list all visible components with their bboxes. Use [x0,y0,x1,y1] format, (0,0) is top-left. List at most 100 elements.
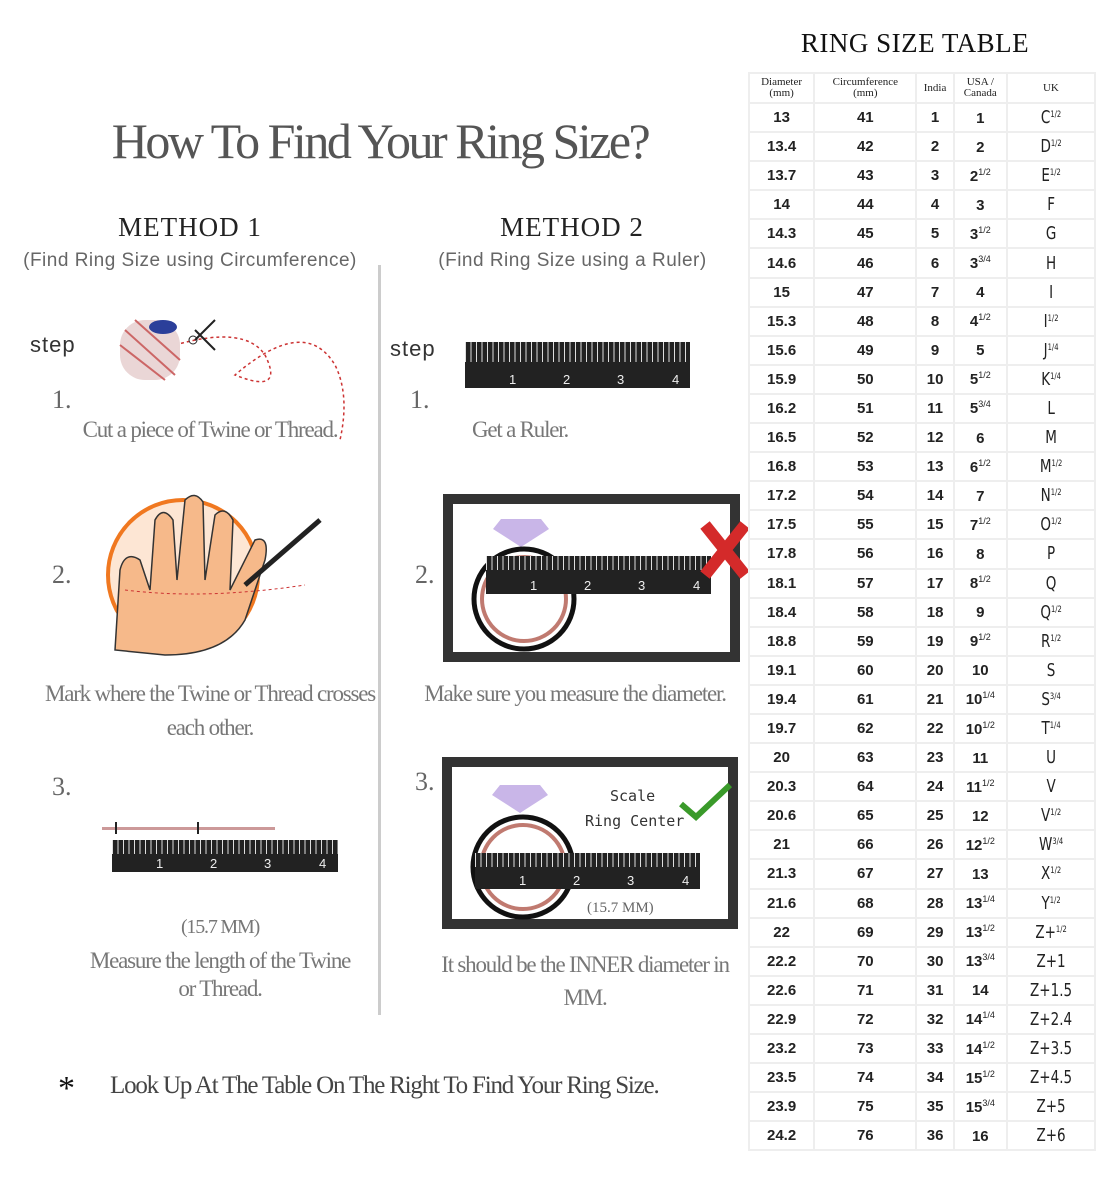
table-cell: 15.9 [747,363,816,395]
table-cell: 74 [813,1062,918,1094]
value: 73 [856,1040,874,1058]
header-line: USA / [966,76,994,88]
table-cell: 44 [813,189,918,221]
table-cell: 51/2 [952,363,1008,395]
value: 41 [856,109,874,127]
value: 23.9 [766,1098,797,1116]
table-cell: 72 [813,1003,918,1036]
value: 25 [926,807,944,825]
table-cell: 151/2 [952,1062,1008,1094]
value: Q [1040,601,1051,623]
table-cell: 153/4 [952,1091,1008,1123]
value: 60 [856,661,874,679]
table-cell: X1/2 [1017,858,1085,890]
fraction: 1/2 [978,457,991,468]
table-row: 22.6 71 31 14 Z+1.5 [747,974,1095,1006]
ruler-number: 1 [509,372,517,387]
value: 4 [969,313,979,331]
value: 14 [965,1011,983,1029]
table-cell: 18.8 [747,625,816,657]
value: 13 [773,109,790,127]
table-row: 16.8 53 13 61/2 M1/2 [747,451,1095,483]
m2-step1-number: 1. [410,385,430,414]
table-cell: R1/2 [1017,625,1085,657]
table-cell: 8 [915,305,955,337]
m1-step1-caption: Cut a piece of Twine or Thread. [82,417,339,442]
table-cell: 50 [813,363,918,395]
table-cell: 9 [952,596,1008,628]
table-cell: 18 [915,596,955,628]
table-cell: 19.4 [747,683,816,715]
table-cell: 9 [915,334,955,366]
fraction: 3/4 [982,952,995,963]
value: 68 [856,894,874,912]
table-row: 19.4 61 21 101/4 S3/4 [747,683,1095,715]
table-cell: 14 [915,480,955,512]
ruler: 1 2 3 4 [486,556,711,594]
table-cell: 21 [915,683,955,715]
fraction: 1/2 [1050,139,1062,150]
value: 12 [971,807,989,825]
value: 76 [856,1127,874,1145]
ruler-number: 2 [563,372,571,387]
table-cell: Z+1/2 [1017,916,1085,948]
ruler-number: 3 [264,856,272,871]
table-cell: 71 [813,974,918,1006]
value: 10 [926,370,944,388]
table-cell: 75 [813,1091,918,1123]
value: X [1040,863,1051,885]
value: P [1046,543,1055,565]
table-cell: 26 [915,829,955,861]
table-cell: 10 [915,363,955,395]
value: 71 [856,981,874,999]
m1-measurement: (15.7 MM) [180,916,260,938]
value: 14 [926,487,944,505]
table-row: 18.8 59 19 91/2 R1/2 [747,625,1095,657]
table-cell: 69 [813,916,918,948]
value: 18 [926,603,944,621]
inner-diameter-frame: Scale Ring Center 1 2 3 4 (15.7 MM) [442,757,738,929]
table-cell: H [1017,247,1085,279]
value: 22.6 [766,981,797,999]
table-cell: 60 [813,654,918,686]
value: Z+ [1035,921,1056,943]
fraction: 1/2 [1049,895,1061,906]
value: 17.5 [766,516,797,534]
asterisk-icon: * [58,1070,75,1107]
ruler-number: 2 [573,873,581,888]
value: V [1040,805,1051,827]
table-cell: 23.5 [747,1062,816,1094]
table-cell: 34 [915,1062,955,1094]
value: 15 [965,1098,983,1116]
table-cell: Z+3.5 [1017,1032,1085,1065]
table-cell: 18.4 [747,596,816,628]
table-row: 21.6 68 28 131/4 Y1/2 [747,887,1095,919]
fraction: 1/4 [982,690,995,701]
table-row: 14 44 4 3 F [747,189,1095,221]
table-row: 16.5 52 12 6 M [747,422,1095,454]
table-cell: 56 [813,538,918,570]
table-cell: F [1017,189,1085,221]
table-row: 21 66 26 121/2 W3/4 [747,829,1095,861]
fraction: 1/2 [1050,866,1061,877]
table-cell: 14.6 [747,247,816,279]
value: 26 [926,836,944,854]
table-cell: 121/2 [952,829,1008,861]
value: 5 [930,225,940,243]
value: M [1039,456,1052,478]
value: 3 [976,196,985,214]
table-cell: 53 [813,451,918,483]
ruler-number: 2 [210,856,218,871]
value: 15.3 [766,312,797,330]
value: 44 [856,196,874,214]
table-cell: 41 [813,101,918,134]
fraction: 3/4 [1049,691,1061,702]
fraction: 1/2 [978,574,991,585]
value: 4 [976,284,985,302]
table-cell: L [1017,392,1085,425]
table-cell: 10 [952,654,1008,686]
page-title: How To Find Your Ring Size? [111,113,651,169]
table-cell: 51 [813,392,918,425]
m2-step-label: step [390,336,436,361]
value: 11 [972,749,989,767]
